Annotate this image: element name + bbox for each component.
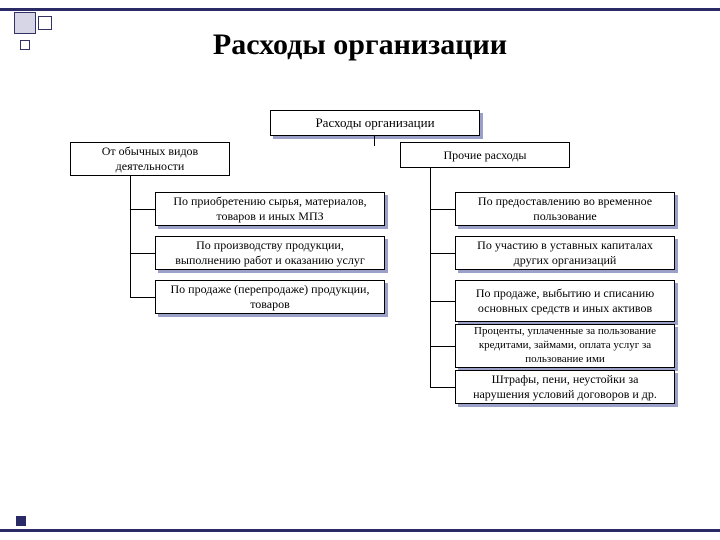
right-stub-1 <box>430 253 455 254</box>
right-item-0: По предоставлению во временное пользован… <box>455 192 675 226</box>
right-stub-3 <box>430 346 455 347</box>
right-item-2: По продаже, выбытию и списанию основных … <box>455 280 675 322</box>
left-spine <box>130 176 131 297</box>
left-stub-1 <box>130 253 155 254</box>
top-accent-bar <box>0 8 720 11</box>
left-stub-2 <box>130 297 155 298</box>
corner-bullet-icon <box>16 516 26 526</box>
right-stub-2 <box>430 301 455 302</box>
branch-other: Прочие расходы <box>400 142 570 168</box>
right-item-3: Проценты, уплаченные за пользование кред… <box>455 324 675 368</box>
right-item-1: По участию в уставных капиталах других о… <box>455 236 675 270</box>
page-title: Расходы организации <box>0 28 720 62</box>
right-stub-4 <box>430 387 455 388</box>
branch-ordinary: От обычных видов деятельности <box>70 142 230 176</box>
right-spine <box>430 168 431 387</box>
left-item-1: По производству продукции, выполнению ра… <box>155 236 385 270</box>
bottom-accent-bar <box>0 529 720 532</box>
right-stub-0 <box>430 209 455 210</box>
right-item-4: Штрафы, пени, неустойки за нарушения усл… <box>455 370 675 404</box>
root-node: Расходы организации <box>270 110 480 136</box>
conn-root-down <box>374 136 375 146</box>
left-item-0: По приобретению сырья, материалов, товар… <box>155 192 385 226</box>
left-stub-0 <box>130 209 155 210</box>
left-item-2: По продаже (перепродаже) продукции, това… <box>155 280 385 314</box>
